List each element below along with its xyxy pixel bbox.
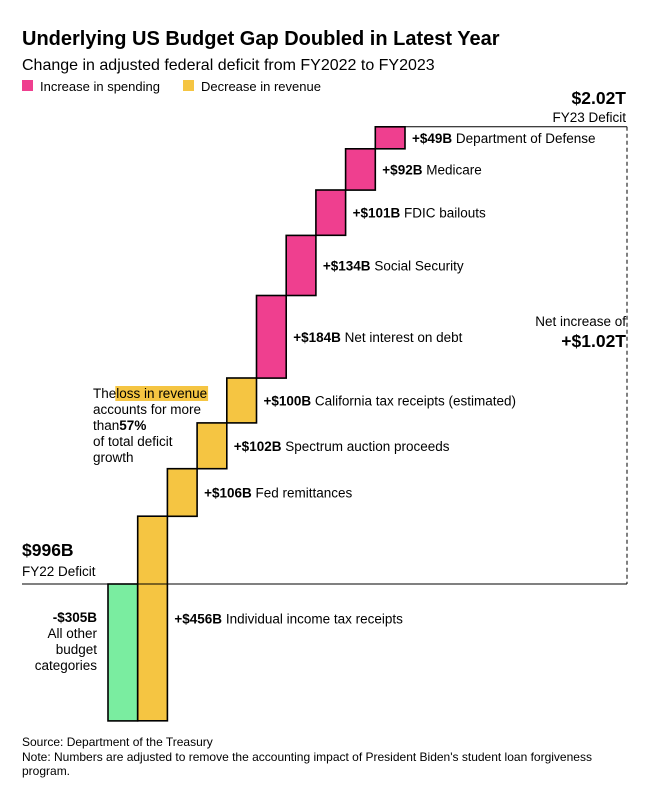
- annotation-text: The: [93, 386, 120, 401]
- label-social-security: +$134B Social Security: [323, 258, 464, 273]
- annotation-text: accounts for more: [93, 402, 201, 417]
- legend-swatch-spending: [22, 80, 33, 91]
- bar-fed-remittances: [166, 467, 198, 518]
- other-value: -$305B: [53, 610, 98, 625]
- fy23-value: $2.02T: [572, 88, 627, 108]
- other-label-line-3: categories: [35, 658, 98, 673]
- label-name: FDIC bailouts: [400, 206, 486, 221]
- source-note: Source: Department of the Treasury: [22, 735, 213, 749]
- label-fed-remittances: +$106B Fed remittances: [204, 486, 352, 501]
- bar-net-interest-on-debt: [255, 294, 288, 379]
- label-value: +$101B: [353, 206, 401, 221]
- label-department-of-defense: +$49B Department of Defense: [412, 131, 596, 146]
- annotation-text: than: [93, 418, 123, 433]
- label-name: Medicare: [422, 162, 481, 177]
- bar-all-other-budget-categories: [107, 583, 139, 722]
- label-value: +$134B: [323, 258, 371, 273]
- other-categories-label: -$305B All other budget categories: [35, 610, 98, 673]
- annotation-text: growth: [93, 450, 134, 465]
- bar-medicare: [344, 148, 377, 191]
- label-value: +$456B: [174, 612, 222, 627]
- annotation-text: of total deficit: [93, 434, 173, 449]
- legend-label-spending: Increase in spending: [40, 79, 160, 94]
- bar-individual-income-tax-receipts: [136, 515, 169, 722]
- label-name: Fed remittances: [252, 486, 353, 501]
- bar-social-security: [285, 234, 317, 297]
- label-value: +$102B: [234, 439, 282, 454]
- bar-spectrum-auction-proceeds: [196, 422, 228, 470]
- label-california-tax-receipts-estimated: +$100B California tax receipts (estimate…: [264, 394, 517, 409]
- other-label-line-2: budget: [56, 642, 98, 657]
- label-name: Social Security: [371, 258, 464, 273]
- fy23-label: FY23 Deficit: [552, 110, 626, 125]
- net-increase-label: Net increase of: [535, 314, 626, 329]
- bars-group: [107, 126, 406, 722]
- label-fdic-bailouts: +$101B FDIC bailouts: [353, 206, 486, 221]
- chart-title: Underlying US Budget Gap Doubled in Late…: [22, 28, 500, 50]
- annotation-highlight: [115, 386, 209, 401]
- bar-fdic-bailouts: [315, 189, 347, 237]
- label-value: +$106B: [204, 486, 252, 501]
- legend: Increase in spending Decrease in revenue: [22, 79, 321, 94]
- footnote-line-1: Note: Numbers are adjusted to remove the…: [22, 750, 592, 764]
- label-value: +$184B: [293, 330, 341, 345]
- annotation-text: 57%: [119, 418, 146, 433]
- label-spectrum-auction-proceeds: +$102B Spectrum auction proceeds: [234, 439, 450, 454]
- label-name: Net interest on debt: [341, 330, 463, 345]
- label-name: Individual income tax receipts: [222, 612, 403, 627]
- label-name: Department of Defense: [452, 131, 595, 146]
- label-value: +$92B: [382, 162, 422, 177]
- legend-swatch-revenue: [183, 80, 194, 91]
- label-medicare: +$92B Medicare: [382, 162, 481, 177]
- labels-group: +$456B Individual income tax receipts +$1…: [174, 131, 595, 627]
- bar-department-of-defense: [374, 126, 406, 150]
- legend-label-revenue: Decrease in revenue: [201, 79, 321, 94]
- other-label-line-1: All other: [47, 626, 97, 641]
- annotation-text: loss in revenue: [116, 386, 207, 401]
- label-net-interest-on-debt: +$184B Net interest on debt: [293, 330, 462, 345]
- label-name: California tax receipts (estimated): [311, 394, 516, 409]
- footnote-line-2: program.: [22, 764, 70, 778]
- fy22-value: $996B: [22, 540, 74, 560]
- fy22-label: FY22 Deficit: [22, 564, 96, 579]
- label-name: Spectrum auction proceeds: [281, 439, 449, 454]
- chart-subtitle: Change in adjusted federal deficit from …: [22, 57, 435, 74]
- label-individual-income-tax-receipts: +$456B Individual income tax receipts: [174, 612, 403, 627]
- bar-california-tax-receipts-estimated: [226, 377, 258, 424]
- net-increase-value: +$1.02T: [561, 331, 626, 351]
- label-value: +$49B: [412, 131, 452, 146]
- label-value: +$100B: [264, 394, 312, 409]
